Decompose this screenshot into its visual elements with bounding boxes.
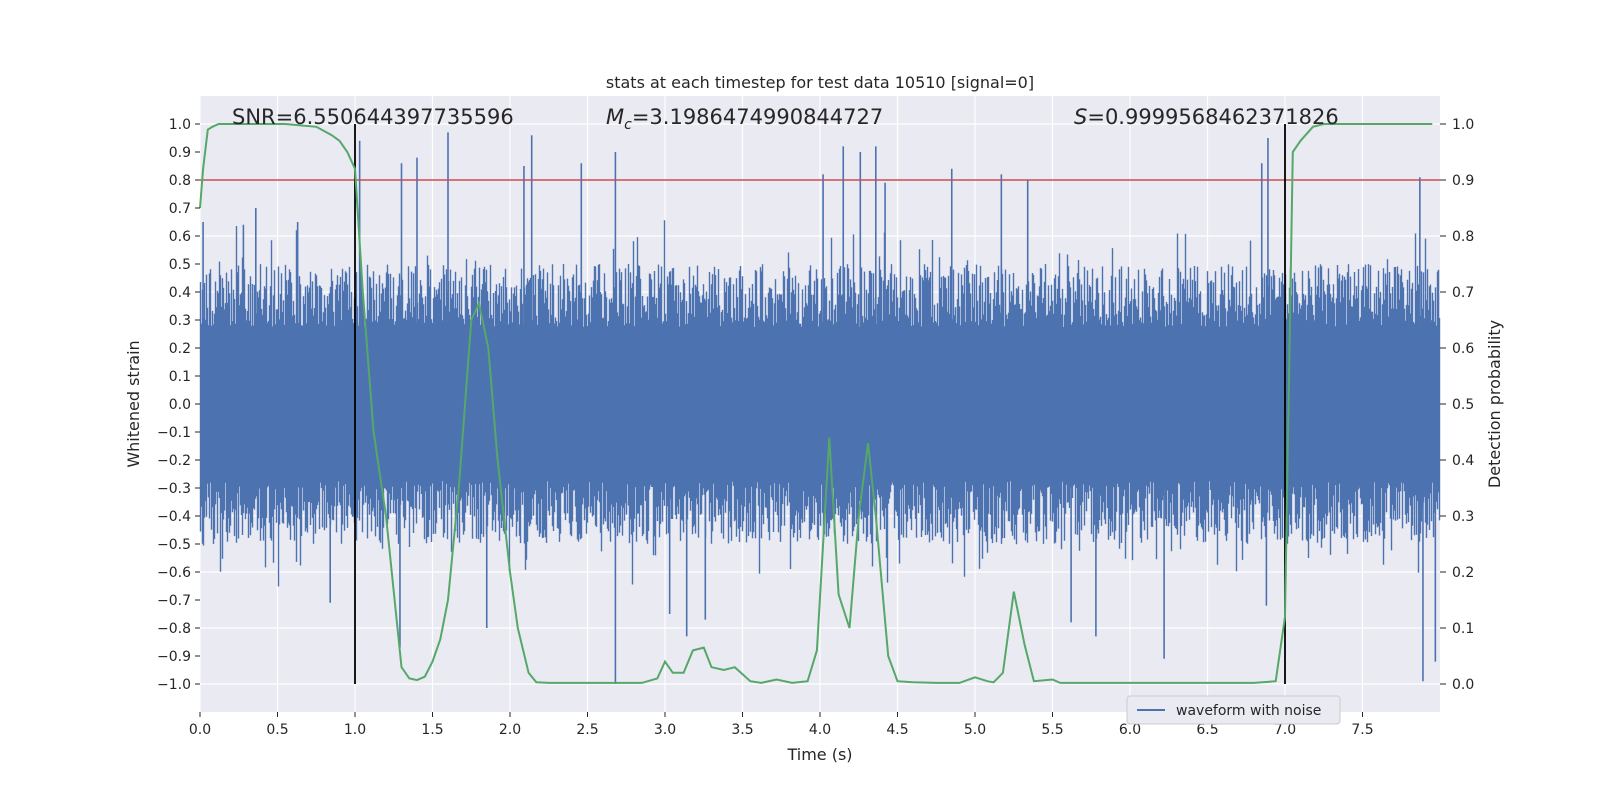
x-axis-ticks: 0.0 0.5 1.0 1.5 2.0 2.5 3.0 3.5 4.0 4.5 5.0 5.5 6.0 6… [189,712,1374,738]
y-right-tick-label: 0.4 [1452,453,1474,469]
y-tick-label: 0.4 [169,285,191,301]
y-right-tick-label: 0.5 [1452,397,1474,413]
y-axis-left-ticks: −1.0 −0.9 −0.8 −0.7 −0.6 −0.5 −0.4 −0.3 −0.2 −0.1… [157,117,200,693]
detection-probability-series [199,123,1433,684]
legend-box [1126,695,1341,725]
chirp-mass-annotation: Mc=3.1986474990844727 [606,105,883,133]
x-tick-label: 4.5 [886,722,908,738]
y-axis-right-ticks: 0.0 0.1 0.2 0.3 0.4 0.5 0.6 0.7 0.8 0.9 1.0 [1440,117,1474,693]
x-tick-label: 2.5 [576,722,598,738]
y-right-tick-label: 0.0 [1452,677,1474,693]
y-tick-label: 0.9 [169,145,191,161]
y-right-tick-label: 0.9 [1452,173,1474,189]
chirp-mass-symbol: M [606,105,624,129]
x-tick-label: 5.5 [1041,722,1063,738]
y-tick-label: 1.0 [169,117,191,133]
x-tick-label: 6.5 [1196,722,1218,738]
y-right-tick-label: 0.1 [1452,621,1474,637]
x-tick-label: 6.0 [1119,722,1141,738]
y-tick-label: 0.1 [169,369,191,385]
x-tick-label: 0.5 [266,722,288,738]
y-tick-label: −0.6 [157,565,191,581]
x-tick-label: 2.0 [499,722,521,738]
chirp-mass-subscript: c [624,117,632,133]
legend: waveform with noise [1126,695,1341,725]
y-tick-label: −0.8 [157,621,191,637]
y-tick-label: 0.7 [169,201,191,217]
chart-title: stats at each timestep for test data 105… [606,73,1034,92]
score-value: =0.9999568462371826 [1087,105,1338,129]
y-right-tick-label: 0.2 [1452,565,1474,581]
y-axis-right-label: Detection probability [1485,320,1504,488]
score-annotation: S=0.9999568462371826 [1074,105,1339,129]
y-tick-label: 0.3 [169,313,191,329]
y-tick-label: −0.1 [157,425,191,441]
y-tick-label: −0.7 [157,593,191,609]
x-axis-label: Time (s) [786,745,852,764]
x-tick-label: 1.5 [421,722,443,738]
y-tick-label: −0.2 [157,453,191,469]
y-tick-label: 0.8 [169,173,191,189]
y-tick-label: 0.6 [169,229,191,245]
y-right-tick-label: 0.8 [1452,229,1474,245]
x-tick-label: 7.0 [1274,722,1296,738]
y-right-tick-label: 1.0 [1452,117,1474,133]
y-tick-label: −1.0 [157,677,191,693]
waveform-trace [199,220,1441,587]
score-symbol: S [1074,105,1087,129]
x-tick-label: 4.0 [809,722,831,738]
y-tick-label: −0.9 [157,649,191,665]
x-tick-label: 3.5 [731,722,753,738]
y-tick-label: −0.4 [157,509,191,525]
chirp-mass-value: =3.1986474990844727 [632,105,883,129]
y-axis-label: Whitened strain [124,340,143,467]
y-tick-label: 0.5 [169,257,191,273]
legend-label: waveform with noise [1176,703,1321,719]
y-tick-label: 0.0 [169,397,191,413]
snr-annotation: SNR=6.550644397735596 [232,105,514,129]
y-right-tick-label: 0.7 [1452,285,1474,301]
y-tick-label: −0.5 [157,537,191,553]
y-right-tick-label: 0.3 [1452,509,1474,525]
waveform-with-noise-series [199,132,1441,684]
y-right-tick-label: 0.6 [1452,341,1474,357]
x-tick-label: 5.0 [964,722,986,738]
x-tick-label: 0.0 [189,722,211,738]
x-tick-label: 3.0 [654,722,676,738]
x-tick-label: 7.5 [1351,722,1373,738]
y-tick-label: 0.2 [169,341,191,357]
y-tick-label: −0.3 [157,481,191,497]
x-tick-label: 1.0 [344,722,366,738]
